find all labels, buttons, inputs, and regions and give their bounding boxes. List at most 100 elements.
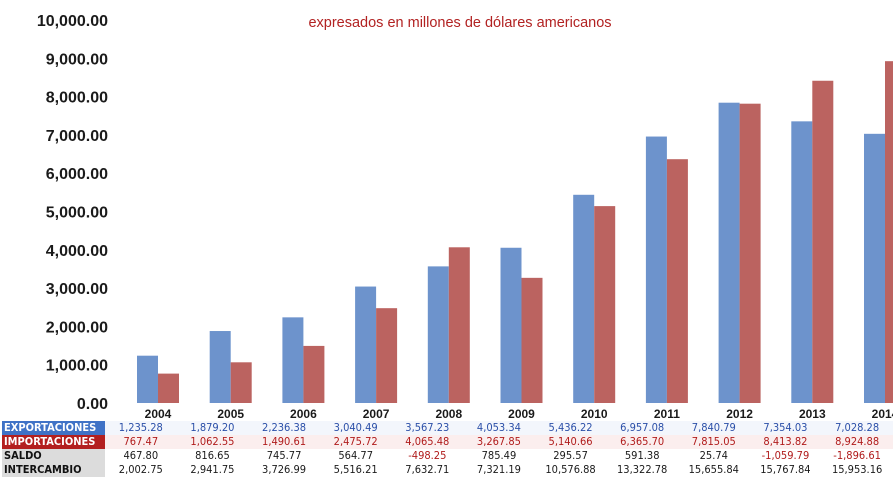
importaciones-bar-2010 [594,206,616,403]
table-cell: 7,354.03 [749,421,822,435]
table-cell: 5,140.66 [534,435,607,449]
y-tick-label: 5,000.00 [46,205,108,222]
table-cell: 2,236.38 [248,421,320,435]
table-cell: 7,321.19 [463,463,535,477]
table-cell: 7,028.28 [821,421,893,435]
table-cell: 295.57 [534,449,607,463]
importaciones-bar-2011 [666,159,688,403]
table-cell: 3,726.99 [248,463,320,477]
table-cell: 816.65 [176,449,249,463]
exportaciones-bar-2005 [209,331,231,403]
table-cell: -1,896.61 [821,449,893,463]
x-tick-label: 2005 [217,407,244,421]
table-row-label: IMPORTACIONES [2,435,105,449]
table-cell: 15,767.84 [749,463,822,477]
exportaciones-bar-2006 [282,317,304,403]
y-axis: 0.00 1,000.00 2,000.00 3,000.00 4,000.00 5,00… [37,13,108,413]
table-cell: 564.77 [319,449,392,463]
table-cell: 8,413.82 [749,435,822,449]
table-cell: 591.38 [606,449,678,463]
table-cell: 7,815.05 [678,435,750,449]
table-row: INTERCAMBIO 2,002.75 2,941.75 3,726.99 5,516… [2,463,893,477]
table-cell: 5,436.22 [534,421,607,435]
table-cell: 785.49 [463,449,535,463]
exportaciones-bar-2011 [645,136,667,404]
y-tick-label: 2,000.00 [46,319,108,336]
table-cell: 767.47 [105,435,177,449]
exportaciones-bar-2013 [791,121,813,404]
x-tick-label: 2012 [726,407,753,421]
table-cell: 4,065.48 [391,435,464,449]
x-tick-label: 2004 [145,407,172,421]
bar-chart: expresados en millones de dólares americ… [37,13,893,421]
exportaciones-bar-2009 [500,247,522,403]
table-cell: 1,062.55 [176,435,249,449]
table-cell: 1,490.61 [248,435,320,449]
table-cell: 745.77 [248,449,320,463]
exportaciones-bar-2012 [718,102,740,403]
y-tick-label: 8,000.00 [46,90,108,107]
table-cell: 2,002.75 [105,463,177,477]
table-cell: 13,322.78 [606,463,678,477]
table-cell: 8,924.88 [821,435,893,449]
y-tick-label: 1,000.00 [46,358,108,375]
x-tick-label: 2011 [654,407,680,421]
table-row: IMPORTACIONES 767.47 1,062.55 1,490.61 2,475… [2,435,893,449]
y-tick-label: 4,000.00 [46,243,108,260]
bars [137,61,893,404]
table-cell: 7,840.79 [678,421,750,435]
table-cell: -498.25 [391,449,464,463]
importaciones-bar-2013 [812,80,834,403]
table-cell: 15,655.84 [678,463,750,477]
table-cell: 1,235.28 [105,421,177,435]
table-cell: 2,941.75 [176,463,249,477]
x-tick-label: 2008 [435,407,462,421]
x-tick-label: 2009 [508,407,535,421]
y-tick-label: 10,000.00 [37,13,108,30]
chart-subtitle: expresados en millones de dólares americ… [308,15,611,31]
y-tick-label: 0.00 [77,396,108,413]
y-tick-label: 7,000.00 [46,128,108,145]
exportaciones-bar-2008 [427,266,449,403]
table-cell: 3,567.23 [391,421,464,435]
importaciones-bar-2008 [448,247,470,403]
importaciones-bar-2004 [158,373,179,403]
y-tick-label: 9,000.00 [46,51,108,68]
exportaciones-bar-2007 [355,286,377,403]
exportaciones-bar-2004 [137,355,158,403]
table-row-label: INTERCAMBIO [2,463,105,477]
x-tick-label: 2006 [290,407,317,421]
data-table: EXPORTACIONES 1,235.28 1,879.20 2,236.38 3,0… [2,421,893,477]
x-tick-label: 2007 [363,407,390,421]
table-cell: 5,516.21 [319,463,392,477]
table-cell: 467.80 [105,449,177,463]
importaciones-bar-2006 [303,345,325,403]
table-row-label: SALDO [2,449,105,463]
table-cell: 7,632.71 [391,463,464,477]
table-cell: 6,365.70 [606,435,678,449]
y-tick-label: 6,000.00 [46,166,108,183]
importaciones-bar-2012 [739,103,761,403]
table-cell: 1,879.20 [176,421,249,435]
table-cell: 4,053.34 [463,421,535,435]
importaciones-bar-2005 [230,362,252,403]
table-cell: 2,475.72 [319,435,392,449]
y-tick-label: 3,000.00 [46,281,108,298]
importaciones-bar-2014 [885,61,893,404]
table-row: EXPORTACIONES 1,235.28 1,879.20 2,236.38 3,0… [2,421,893,435]
table-cell: 3,267.85 [463,435,535,449]
table-cell: 3,040.49 [319,421,392,435]
x-axis: 2004 2005 2006 2007 2008 2009 2010 2011 2012 2013… [145,407,893,421]
exportaciones-bar-2010 [573,194,595,403]
table-row: SALDO 467.80 816.65 745.77 564.77 -498.25 785.… [2,449,893,463]
x-tick-label: 2014 [872,407,893,421]
x-tick-label: 2010 [581,407,608,421]
x-tick-label: 2013 [799,407,826,421]
importaciones-bar-2007 [376,308,398,403]
table-cell: 10,576.88 [534,463,607,477]
table-cell: -1,059.79 [749,449,822,463]
table-cell: 25.74 [678,449,750,463]
importaciones-bar-2009 [521,277,543,403]
table-row-label: EXPORTACIONES [2,421,105,435]
table-cell: 6,957.08 [606,421,678,435]
